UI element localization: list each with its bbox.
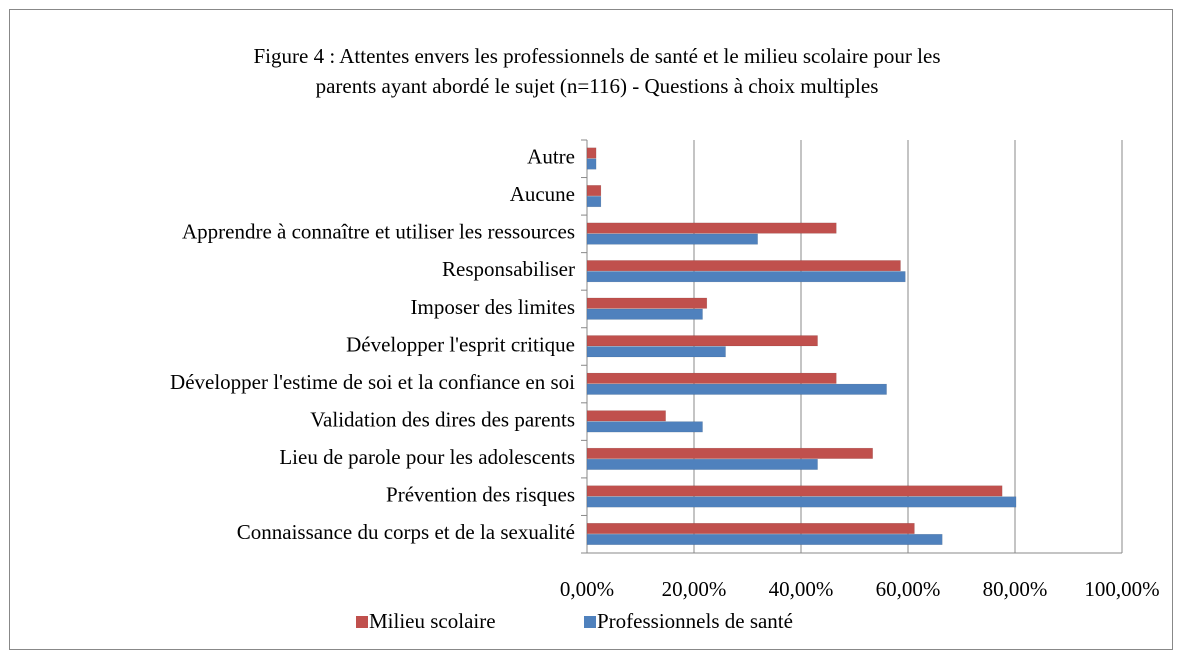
x-tick-label: 20,00% — [662, 577, 727, 601]
bar — [586, 346, 726, 358]
x-tick-label: 80,00% — [983, 577, 1048, 601]
y-tick-label: Validation des dires des parents — [310, 407, 575, 431]
legend-swatch — [584, 616, 596, 628]
y-tick-label: Lieu de parole pour les adolescents — [279, 445, 575, 469]
bar — [586, 485, 1003, 497]
y-tick-label: Connaissance du corps et de la sexualité — [237, 520, 575, 544]
y-tick-label: Autre — [527, 145, 575, 169]
y-tick-label: Aucune — [510, 182, 575, 206]
x-tick-label: 60,00% — [876, 577, 941, 601]
bar — [586, 222, 837, 234]
bar — [586, 533, 943, 545]
bar — [586, 260, 901, 272]
bar — [586, 372, 837, 384]
y-tick-label: Apprendre à connaître et utiliser les re… — [182, 220, 575, 244]
y-tick-label: Développer l'esprit critique — [346, 332, 575, 356]
y-tick-label: Développer l'estime de soi et la confian… — [170, 370, 575, 394]
bar — [586, 297, 708, 309]
bar — [586, 308, 703, 320]
bar — [586, 458, 818, 470]
bar — [586, 147, 597, 159]
chart-subtitle: parents ayant abordé le sujet (n=116) - … — [316, 74, 879, 98]
bar — [586, 496, 1017, 508]
bar — [586, 410, 666, 422]
bar — [586, 185, 602, 197]
y-tick-label: Responsabiliser — [442, 257, 575, 281]
y-tick-label: Prévention des risques — [386, 482, 575, 506]
bar — [586, 196, 602, 208]
x-tick-label: 40,00% — [769, 577, 834, 601]
bar — [586, 335, 818, 347]
chart-title: Figure 4 : Attentes envers les professio… — [254, 44, 941, 68]
bar — [586, 383, 887, 395]
x-tick-label: 0,00% — [560, 577, 614, 601]
bar — [586, 421, 703, 433]
legend-label: Milieu scolaire — [369, 609, 496, 633]
bar — [586, 522, 915, 534]
bar — [586, 158, 597, 170]
y-tick-label: Imposer des limites — [411, 295, 575, 319]
bar — [586, 233, 758, 245]
legend-swatch — [356, 616, 368, 628]
legend-label: Professionnels de santé — [597, 609, 793, 633]
bar — [586, 271, 906, 283]
x-tick-label: 100,00% — [1084, 577, 1159, 601]
bar — [586, 447, 873, 459]
